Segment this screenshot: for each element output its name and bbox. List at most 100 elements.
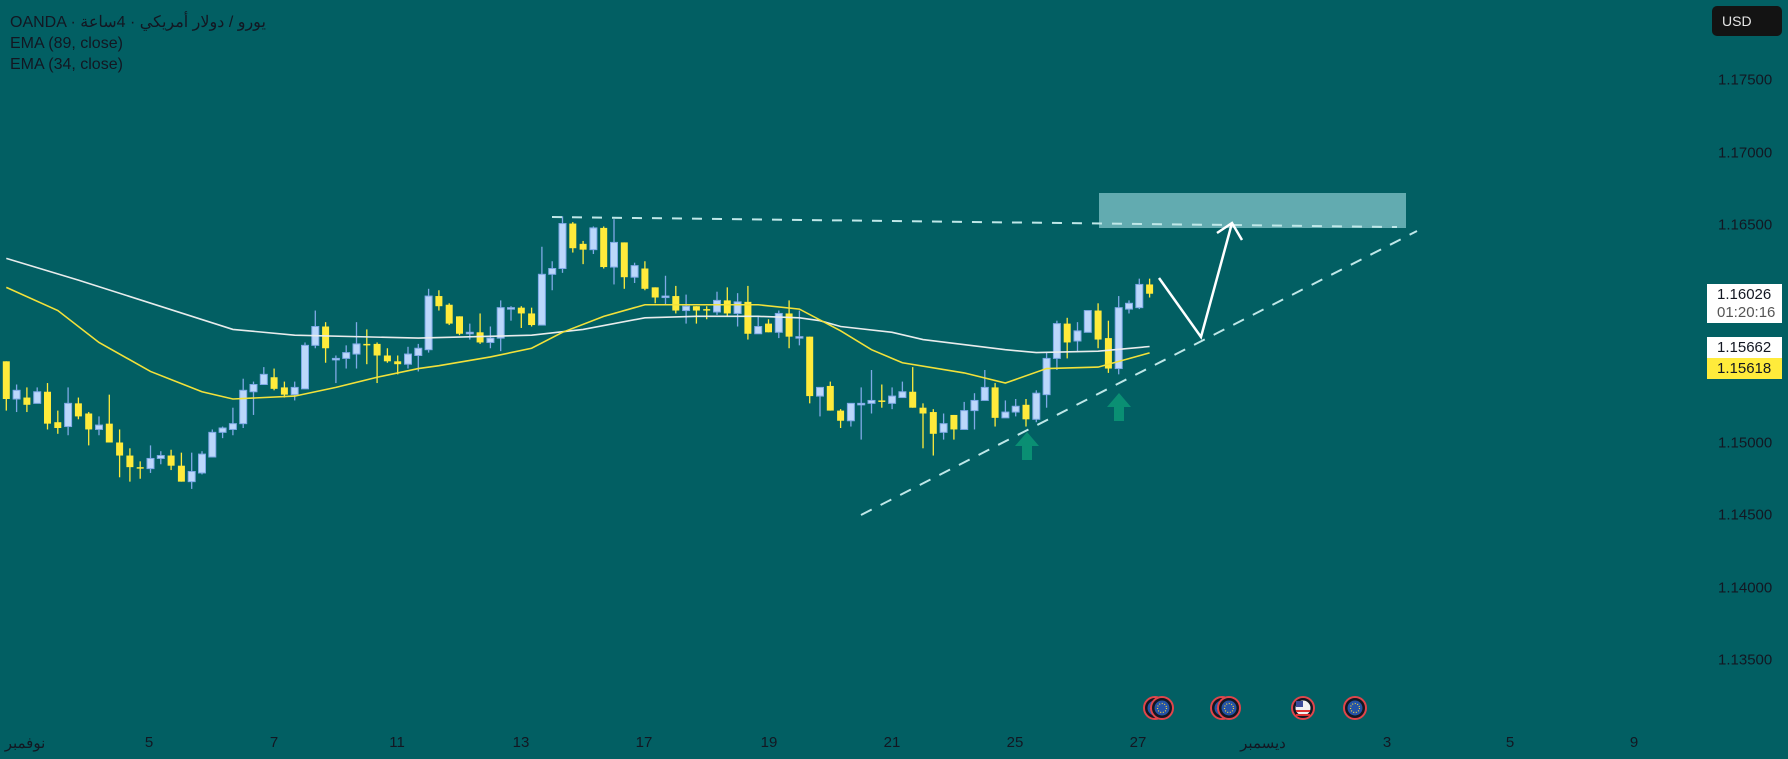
candle-down (383, 355, 391, 362)
ema-89-line (6, 257, 1150, 354)
candle-up (1042, 357, 1051, 396)
candle-up (1001, 411, 1010, 419)
candle-down (126, 455, 134, 468)
candle-up (898, 391, 907, 399)
last-price-label: 1.16026 01:20:16 (1707, 284, 1782, 323)
candle-down (909, 391, 917, 408)
resistance-dashed-line[interactable] (551, 216, 1398, 228)
candle-down (517, 307, 525, 314)
candle-down (672, 296, 680, 311)
candle-down (837, 410, 845, 421)
time-tick-label: 17 (635, 734, 653, 751)
candle-up (33, 391, 42, 404)
candle-down (600, 227, 608, 268)
candle-down (136, 467, 144, 469)
candle-up (630, 265, 639, 278)
target-zone[interactable] (1099, 193, 1406, 228)
candle-up (228, 423, 237, 430)
candle-up (774, 312, 783, 333)
candle-down (723, 300, 731, 314)
candle-down (54, 422, 62, 428)
symbol-title[interactable]: OANDA · يورو / دولار أمريكي · 4ساعة (10, 14, 266, 31)
eu-flag-icon[interactable] (1150, 696, 1174, 720)
candle-up (290, 386, 299, 396)
candle-up (486, 337, 495, 343)
time-tick-label: 5 (144, 734, 154, 751)
candle-up (95, 424, 103, 430)
candle-up (218, 427, 227, 433)
candle-down (569, 223, 577, 249)
candle-up (682, 305, 691, 312)
candle-down (74, 403, 82, 417)
candle-down (878, 400, 886, 402)
candle-down (177, 465, 185, 482)
candle-up (198, 453, 206, 474)
candle-down (765, 323, 772, 333)
candle-up (816, 386, 824, 397)
candle-down (2, 361, 10, 399)
price-tick-label: 1.16500 (1718, 216, 1773, 234)
candle-up (146, 457, 155, 470)
economic-events[interactable] (1143, 696, 1367, 720)
trendline-dashed[interactable] (860, 230, 1418, 516)
candle-down (641, 268, 649, 289)
ema-34-price-label: 1.15618 (1707, 358, 1782, 379)
candle-down (1104, 338, 1112, 369)
eu-flag-icon[interactable] (1343, 696, 1367, 720)
candle-up (980, 386, 989, 401)
candle-down (280, 387, 288, 395)
time-tick-label: 5 (1505, 734, 1515, 751)
candle-up (1083, 310, 1092, 333)
candle-up (156, 455, 165, 459)
candle-down (744, 301, 752, 334)
time-tick-label: 25 (1006, 734, 1024, 751)
candle-up (558, 223, 567, 270)
price-tick-label: 1.17000 (1718, 144, 1773, 162)
candle-up (733, 301, 742, 314)
candle-down (373, 343, 381, 356)
candle-down (456, 316, 463, 334)
projection-path[interactable] (1157, 222, 1234, 340)
last-price-value: 1.16026 (1717, 286, 1772, 303)
bar-countdown: 01:20:16 (1717, 304, 1776, 321)
ema-89-price-label: 1.15662 (1707, 337, 1782, 358)
candle-up (754, 326, 763, 335)
projection-arrowhead-icon (1216, 221, 1244, 241)
candle-up (187, 471, 196, 483)
candle-down (703, 309, 711, 311)
candle-up (1125, 302, 1133, 310)
currency-button[interactable]: USD (1712, 6, 1782, 36)
candle-up (1135, 283, 1144, 309)
ema-34-legend[interactable]: EMA (34, close) (10, 56, 123, 73)
eu-flag-icon[interactable] (1217, 696, 1241, 720)
candle-up (846, 402, 855, 422)
candle-up (548, 268, 557, 275)
candle-up (496, 307, 505, 339)
ema-34-line (5, 286, 1150, 400)
time-tick-label: 9 (1629, 734, 1639, 751)
candle-down (394, 361, 402, 365)
candle-down (116, 442, 124, 456)
candle-down (1063, 323, 1071, 343)
price-tick-label: 1.17500 (1718, 71, 1773, 89)
candle-up (1073, 330, 1082, 342)
candles-layer (2, 216, 1154, 489)
time-tick-label: نوفمبر (4, 735, 46, 752)
candle-up (713, 299, 721, 313)
candle-up (404, 353, 412, 365)
time-tick-label: 13 (512, 734, 530, 751)
time-tick-label: 21 (883, 734, 901, 751)
ema-89-legend[interactable]: EMA (89, close) (10, 35, 123, 52)
candle-down (991, 387, 999, 418)
candle-up (795, 336, 804, 339)
candle-up (939, 423, 948, 433)
candle-up (661, 295, 670, 299)
candle-down (620, 242, 628, 278)
candle-up (1114, 307, 1123, 370)
candle-down (826, 385, 834, 411)
us-flag-icon[interactable] (1291, 696, 1315, 720)
price-tick-label: 1.15000 (1718, 434, 1773, 452)
candle-up (507, 307, 515, 310)
candle-down (363, 343, 371, 346)
